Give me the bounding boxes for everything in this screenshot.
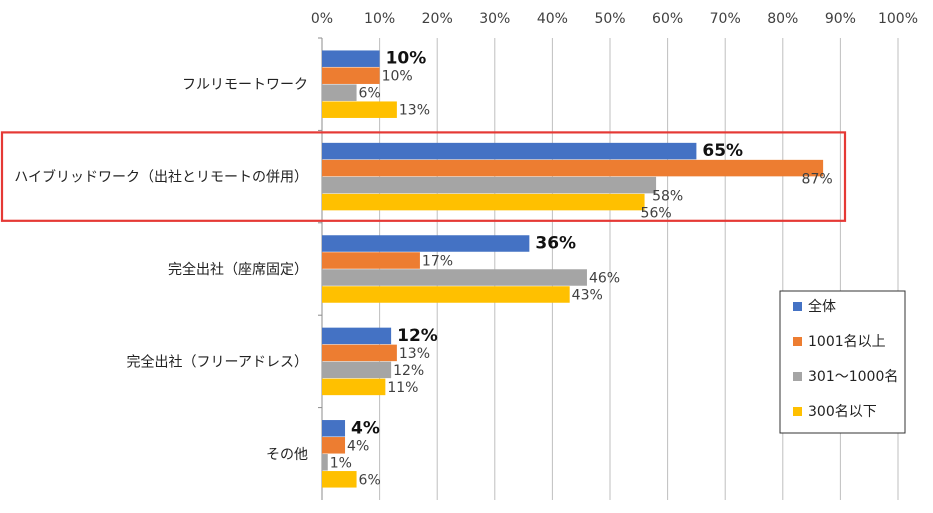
category-label: 完全出社（座席固定）: [168, 261, 308, 278]
legend: 全体 1001名以上 301～1000名 300名以下: [779, 290, 906, 434]
legend-swatch: [793, 302, 802, 311]
legend-swatch: [793, 372, 802, 381]
data-label: 6%: [359, 472, 381, 488]
x-tick-label: 50%: [594, 11, 625, 27]
x-tick-label: 20%: [422, 11, 453, 27]
category-label: フルリモートワーク: [182, 77, 308, 93]
bar: [322, 420, 346, 437]
legend-swatch: [793, 337, 802, 346]
bar: [322, 471, 357, 488]
data-label: 13%: [399, 103, 430, 119]
x-tick-label: 10%: [364, 11, 395, 27]
data-label: 1%: [330, 455, 352, 471]
bar: [322, 142, 697, 160]
bar: [322, 235, 530, 252]
data-labels: 10%10%6%13%65%87%58%56%36%17%46%43%12%13…: [330, 49, 833, 489]
data-label: 58%: [652, 188, 683, 204]
bar: [322, 193, 645, 211]
legend-swatch: [793, 407, 802, 416]
category-label: ハイブリッドワーク（出社とリモートの併用）: [14, 169, 308, 186]
bar: [322, 84, 357, 101]
data-label: 43%: [572, 288, 603, 304]
bar: [322, 378, 386, 396]
bar: [322, 269, 587, 286]
bar: [322, 344, 397, 362]
legend-label: 1001名以上: [808, 334, 886, 350]
data-label: 65%: [702, 141, 743, 161]
data-label: 10%: [382, 69, 413, 85]
data-label: 87%: [802, 171, 833, 187]
x-tick-label: 0%: [311, 11, 333, 27]
highlight-box: [0, 131, 847, 222]
legend-label: 全体: [808, 298, 836, 315]
bar: [322, 159, 824, 177]
x-tick-label: 90%: [825, 11, 856, 27]
x-tick-label: 100%: [878, 11, 918, 27]
data-label: 46%: [589, 271, 620, 287]
highlight-rect: [0, 131, 847, 222]
data-label: 6%: [359, 86, 381, 102]
data-label: 4%: [347, 438, 369, 454]
data-label: 17%: [422, 254, 453, 270]
legend-label: 301～1000名: [808, 369, 898, 385]
bar: [322, 50, 380, 67]
x-axis-ticks: 0% 10% 20% 30% 40% 50% 60% 70% 80% 90% 100%: [311, 11, 918, 27]
bars: [322, 50, 824, 488]
bar: [322, 454, 328, 471]
bar: [322, 361, 392, 379]
bar: [322, 67, 380, 84]
bar: [322, 176, 657, 194]
x-tick-label: 30%: [479, 11, 510, 27]
bar: [322, 101, 397, 118]
x-tick-label: 70%: [710, 11, 741, 27]
category-label: 完全出社（フリーアドレス）: [127, 353, 308, 370]
data-label: 4%: [351, 418, 380, 438]
data-label: 11%: [387, 380, 418, 396]
data-label: 36%: [535, 234, 576, 254]
x-tick-label: 40%: [537, 11, 568, 27]
bar: [322, 437, 346, 454]
category-label: その他: [266, 447, 308, 463]
x-tick-label: 60%: [652, 11, 683, 27]
bar: [322, 252, 420, 269]
bar: [322, 286, 570, 303]
data-label: 12%: [397, 326, 438, 346]
legend-label: 300名以下: [808, 404, 877, 420]
bar: [322, 327, 392, 345]
x-tick-label: 80%: [767, 11, 798, 27]
data-label: 56%: [641, 205, 672, 221]
data-label: 10%: [386, 49, 427, 69]
data-label: 13%: [399, 346, 430, 362]
data-label: 12%: [393, 363, 424, 379]
